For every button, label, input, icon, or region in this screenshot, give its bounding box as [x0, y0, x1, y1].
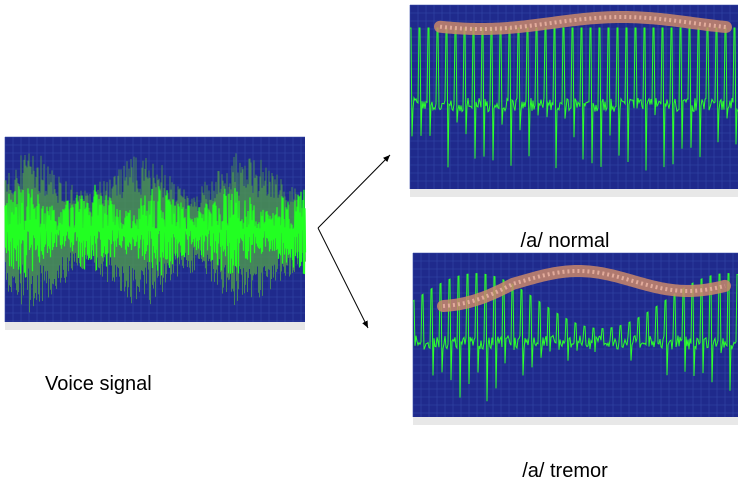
- normal-panel: [410, 5, 738, 197]
- normal-label: /a/ normal: [521, 230, 610, 252]
- arrow: [318, 228, 368, 328]
- diagram: Voice signal /a/ normal /a/ tremor: [0, 0, 738, 485]
- panel-axis: [5, 322, 305, 330]
- page: Voice signal /a/ normal /a/ tremor (() =…: [0, 0, 738, 485]
- voice-label: Voice signal: [45, 373, 152, 395]
- voice-panel: [5, 137, 306, 330]
- tremor-label: /a/ tremor: [522, 460, 608, 482]
- tremor-panel: [413, 253, 738, 425]
- arrow: [318, 155, 390, 228]
- panel-bg: [413, 253, 738, 425]
- panel-axis: [410, 189, 738, 197]
- panel-axis: [413, 417, 738, 425]
